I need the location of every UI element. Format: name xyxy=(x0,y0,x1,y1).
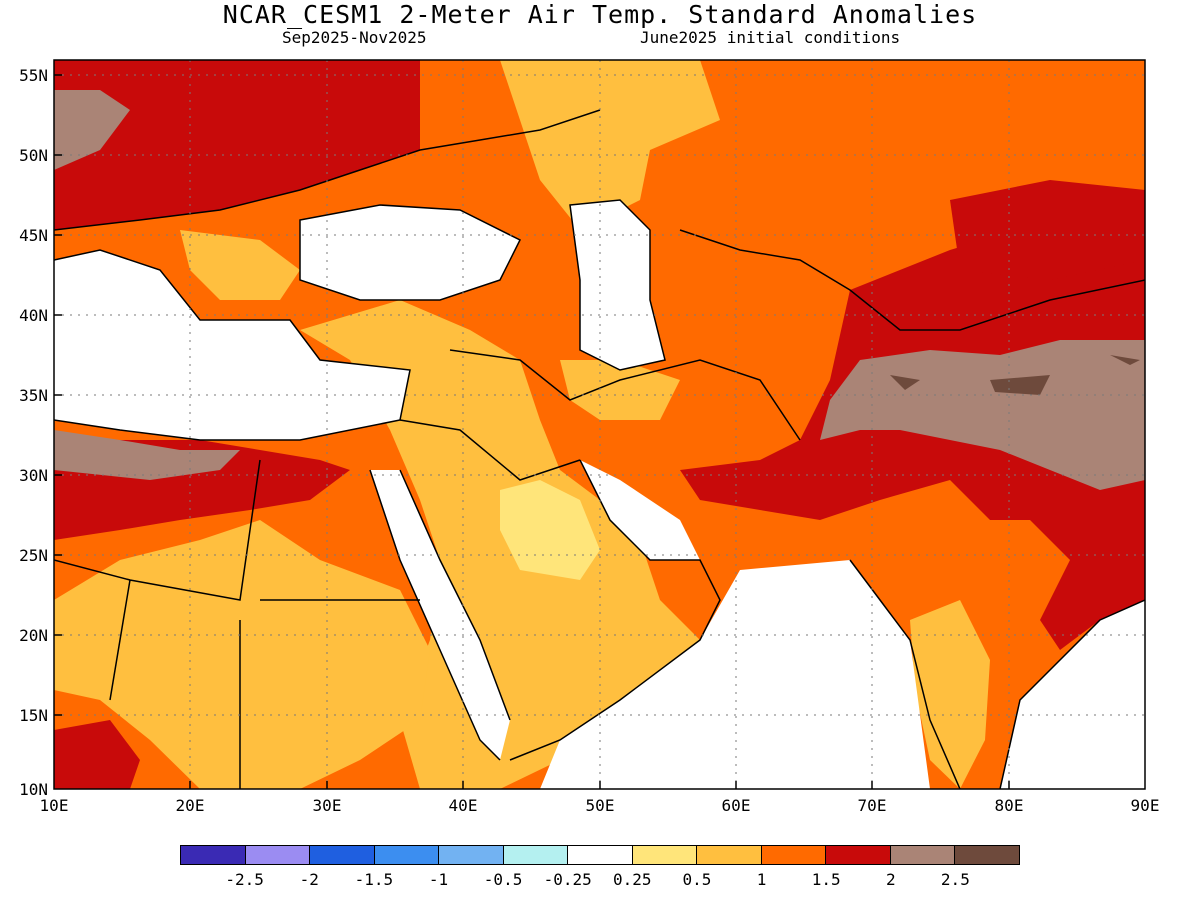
anomaly-region-east-africa-strong xyxy=(54,720,140,789)
colorbar-swatch-4 xyxy=(439,846,504,864)
anomaly-region-kazakhstan-strong xyxy=(950,180,1145,280)
border-europe xyxy=(54,109,601,231)
lon-label-50e: 50E xyxy=(585,796,615,815)
anomaly-region-africa-moderate xyxy=(54,520,430,789)
colorbar-label-5: -0.25 xyxy=(543,870,592,889)
lat-label-40n: 40N xyxy=(19,306,48,325)
colorbar xyxy=(180,845,1020,865)
colorbar-label-11: 2.5 xyxy=(940,870,970,889)
colorbar-swatch-8 xyxy=(697,846,762,864)
coastline-black-sea xyxy=(299,204,522,301)
caspian-sea-neutral xyxy=(570,200,665,370)
lat-label-45n: 45N xyxy=(19,226,48,245)
anomaly-region-west-europe-very-strong xyxy=(54,90,130,170)
colorbar-swatch-12 xyxy=(955,846,1019,864)
coastline-mediterranean xyxy=(54,249,411,441)
lat-label-30n: 30N xyxy=(19,466,48,485)
colorbar-swatch-10 xyxy=(826,846,891,864)
colorbar-label-3: -1 xyxy=(428,870,449,889)
lon-label-20e: 20E xyxy=(175,796,205,815)
colorbar-swatch-7 xyxy=(632,846,698,864)
border-central-asia xyxy=(679,229,1145,331)
colorbar-label-10: 2 xyxy=(885,870,896,889)
lat-label-35n: 35N xyxy=(19,386,48,405)
lat-label-15n: 15N xyxy=(19,706,48,725)
lat-label-10n: 10N xyxy=(19,780,48,799)
anomaly-region-central-asia-moderate xyxy=(500,60,720,230)
coastline-caspian-sea xyxy=(569,199,666,371)
colorbar-label-4: -0.5 xyxy=(483,870,523,889)
colorbar-swatch-0 xyxy=(181,846,246,864)
anomaly-region-india-south-moderate xyxy=(910,600,990,789)
colorbar-swatch-1 xyxy=(245,846,311,864)
black-sea-neutral xyxy=(300,205,520,300)
anomaly-region-europe-strong xyxy=(54,60,420,230)
colorbar-swatch-2 xyxy=(310,846,375,864)
colorbar-swatch-5 xyxy=(503,846,569,864)
bay-of-bengal-neutral xyxy=(1000,600,1145,789)
colorbar-label-8: 1 xyxy=(756,870,767,889)
anomaly-region-balkans-moderate xyxy=(180,230,300,300)
colorbar-swatch-9 xyxy=(761,846,827,864)
initial-conditions: June2025 initial conditions xyxy=(640,28,901,47)
arabian-sea-neutral xyxy=(540,560,930,789)
colorbar-swatch-11 xyxy=(890,846,956,864)
coastline-arabian-peninsula xyxy=(509,459,721,761)
colorbar-swatch-3 xyxy=(374,846,440,864)
anomaly-region-tibet-extreme xyxy=(890,355,1140,395)
border-middle-east xyxy=(399,349,801,481)
border-africa xyxy=(54,459,420,789)
coastline-india xyxy=(849,559,1145,789)
lat-label-25n: 25N xyxy=(19,546,48,565)
colorbar-label-0: -2.5 xyxy=(225,870,264,889)
lat-label-55n: 55N xyxy=(19,66,48,85)
colorbar-label-6: 0.25 xyxy=(613,870,652,889)
lon-label-40e: 40E xyxy=(448,796,478,815)
anomaly-region-middle-east-moderate xyxy=(300,300,700,789)
red-sea-neutral xyxy=(370,470,510,760)
lat-label-50n: 50N xyxy=(19,146,48,165)
anomaly-region-libya-very-strong xyxy=(54,430,240,480)
persian-gulf-neutral xyxy=(580,460,700,560)
lon-label-60e: 60E xyxy=(721,796,751,815)
forecast-period: Sep2025-Nov2025 xyxy=(282,28,427,47)
anomaly-region-iran-moderate xyxy=(560,360,680,420)
colorbar-label-9: 1.5 xyxy=(811,870,841,889)
lon-label-10e: 10E xyxy=(39,796,69,815)
coastline-red-sea xyxy=(369,469,511,761)
colorbar-label-2: -1.5 xyxy=(354,870,394,889)
lat-label-20n: 20N xyxy=(19,626,48,645)
colorbar-swatch-6 xyxy=(568,846,633,864)
colorbar-label-7: 0.5 xyxy=(682,870,712,889)
anomaly-region-mediterranean-neutral xyxy=(54,250,410,440)
lon-label-80e: 80E xyxy=(994,796,1024,815)
map-title: NCAR_CESM1 2-Meter Air Temp. Standard An… xyxy=(222,0,978,29)
colorbar-label-1: -2 xyxy=(299,870,319,889)
lon-label-90e: 90E xyxy=(1130,796,1160,815)
lon-label-30e: 30E xyxy=(312,796,342,815)
lon-label-70e: 70E xyxy=(857,796,887,815)
